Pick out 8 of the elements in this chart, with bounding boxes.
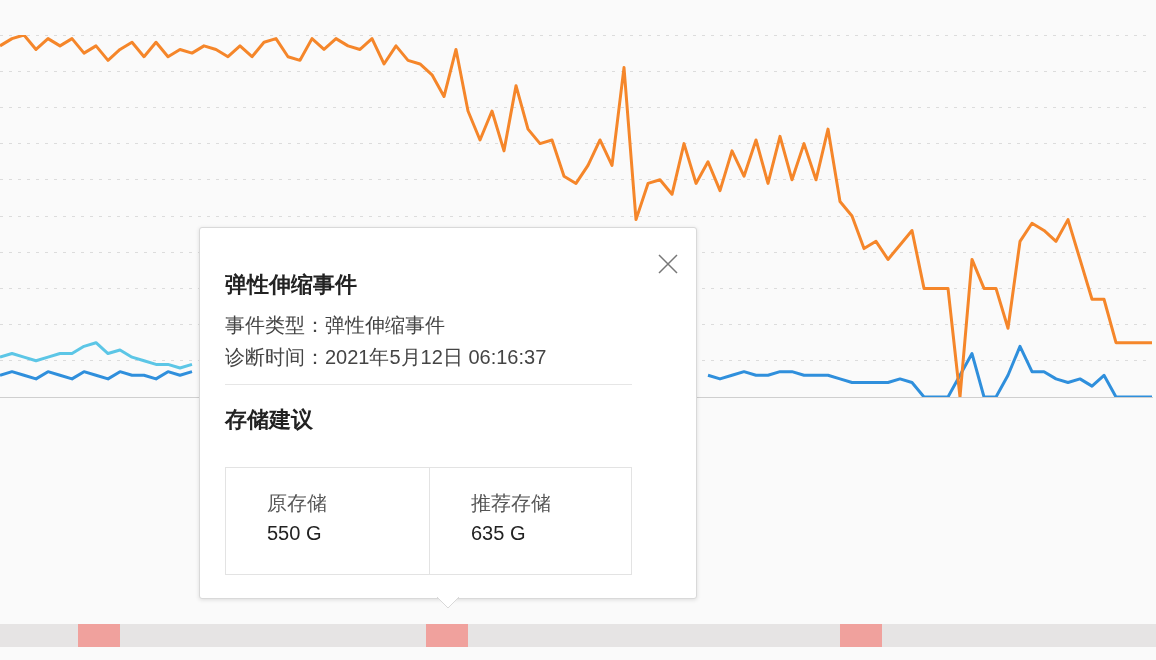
text: 550 G — [267, 522, 322, 545]
text: 存储建议 — [225, 406, 313, 434]
annotation: 事件类型：弹性伸缩事件 — [225, 313, 445, 338]
text: 635 G — [471, 522, 526, 545]
annotation: 诊断时间：2021年5月12日 06:16:37 — [225, 345, 547, 370]
text: 推荐存储 — [471, 491, 551, 516]
annotation: 弹性伸缩事件 — [225, 271, 357, 299]
text: 原存储 — [267, 491, 327, 516]
